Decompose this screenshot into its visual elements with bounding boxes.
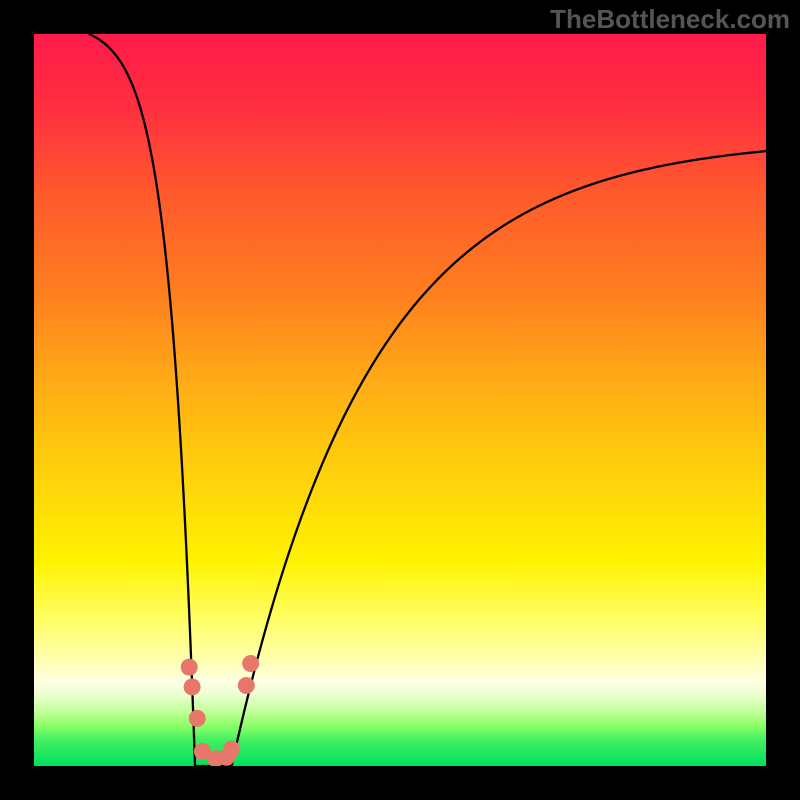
- data-marker: [184, 678, 201, 695]
- gradient-background: [34, 34, 766, 766]
- data-marker: [223, 741, 240, 758]
- data-marker: [238, 677, 255, 694]
- plot-area: [34, 34, 766, 766]
- data-marker: [189, 710, 206, 727]
- chart-root: TheBottleneck.com: [0, 0, 800, 800]
- plot-svg: [34, 34, 766, 766]
- data-marker: [181, 659, 198, 676]
- watermark-text: TheBottleneck.com: [550, 4, 790, 35]
- data-marker: [242, 655, 259, 672]
